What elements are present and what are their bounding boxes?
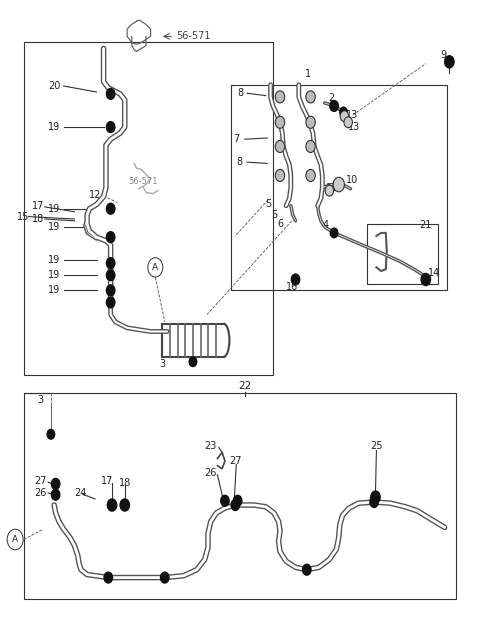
Text: 13: 13 [348, 122, 360, 132]
Circle shape [302, 565, 311, 575]
Text: A: A [12, 535, 18, 544]
Circle shape [421, 273, 431, 286]
Circle shape [7, 529, 23, 550]
Text: 19: 19 [48, 222, 60, 232]
Circle shape [306, 116, 315, 128]
Circle shape [160, 572, 169, 583]
Text: 19: 19 [48, 285, 60, 296]
Text: 15: 15 [16, 212, 29, 222]
Text: 2: 2 [329, 93, 335, 103]
Text: 26: 26 [34, 488, 46, 498]
Text: 1: 1 [305, 69, 311, 79]
Bar [24, 393, 456, 598]
Circle shape [275, 116, 285, 128]
Circle shape [344, 117, 352, 128]
Text: 19: 19 [48, 255, 60, 265]
Text: 23: 23 [204, 441, 217, 452]
Text: 20: 20 [48, 81, 60, 91]
Text: 19: 19 [48, 204, 60, 213]
Text: 5: 5 [271, 210, 277, 220]
Circle shape [340, 107, 347, 117]
Circle shape [108, 499, 117, 511]
Text: 3: 3 [159, 359, 166, 369]
Circle shape [107, 122, 115, 133]
Circle shape [275, 170, 285, 181]
Circle shape [306, 141, 315, 152]
Circle shape [120, 499, 130, 511]
Text: 27: 27 [229, 456, 241, 466]
Text: 18: 18 [32, 214, 44, 224]
Text: 27: 27 [34, 476, 47, 486]
Text: 56-571: 56-571 [129, 177, 158, 186]
Circle shape [107, 285, 115, 296]
Circle shape [148, 258, 163, 277]
Text: 5: 5 [265, 199, 271, 210]
Text: 25: 25 [370, 441, 383, 452]
Circle shape [51, 489, 60, 500]
Text: 16: 16 [286, 283, 298, 292]
Text: 19: 19 [48, 122, 60, 132]
Circle shape [325, 185, 334, 196]
Text: 8: 8 [236, 157, 242, 167]
Circle shape [371, 491, 380, 503]
Circle shape [340, 111, 348, 122]
Text: 9: 9 [440, 49, 446, 60]
Text: 10: 10 [346, 175, 358, 185]
Circle shape [107, 270, 115, 281]
Circle shape [107, 203, 115, 214]
Text: 8: 8 [238, 88, 244, 98]
Bar [24, 43, 273, 375]
Text: 11: 11 [325, 183, 338, 193]
Text: A: A [152, 263, 158, 272]
Circle shape [107, 88, 115, 99]
Circle shape [104, 572, 112, 583]
Circle shape [275, 91, 285, 103]
Text: 18: 18 [119, 478, 131, 487]
Text: 22: 22 [238, 381, 252, 391]
Circle shape [370, 497, 378, 507]
Text: 12: 12 [89, 190, 101, 200]
Text: 14: 14 [428, 268, 440, 278]
Circle shape [306, 170, 315, 181]
Circle shape [444, 56, 454, 68]
Text: 26: 26 [204, 468, 217, 478]
Circle shape [291, 274, 300, 285]
Text: 4: 4 [323, 220, 329, 230]
Circle shape [51, 478, 60, 489]
Text: 17: 17 [32, 201, 44, 211]
Bar [367, 224, 438, 284]
Text: 56-571: 56-571 [176, 31, 210, 41]
Bar [230, 85, 447, 291]
Circle shape [231, 500, 240, 510]
Text: 19: 19 [48, 270, 60, 280]
Circle shape [333, 177, 345, 192]
Circle shape [306, 91, 315, 103]
Circle shape [107, 297, 115, 308]
Circle shape [107, 232, 115, 242]
Text: 6: 6 [277, 219, 283, 229]
Circle shape [47, 429, 55, 439]
Text: 17: 17 [101, 476, 114, 486]
Circle shape [233, 495, 242, 506]
Circle shape [221, 495, 229, 506]
Circle shape [107, 258, 115, 268]
Text: 3: 3 [37, 395, 43, 405]
Circle shape [330, 101, 338, 112]
Circle shape [330, 228, 338, 238]
Text: 21: 21 [420, 220, 432, 230]
Circle shape [189, 357, 197, 366]
Text: 7: 7 [233, 134, 239, 144]
Circle shape [275, 141, 285, 152]
Text: 24: 24 [74, 488, 86, 498]
Text: 13: 13 [346, 110, 358, 120]
